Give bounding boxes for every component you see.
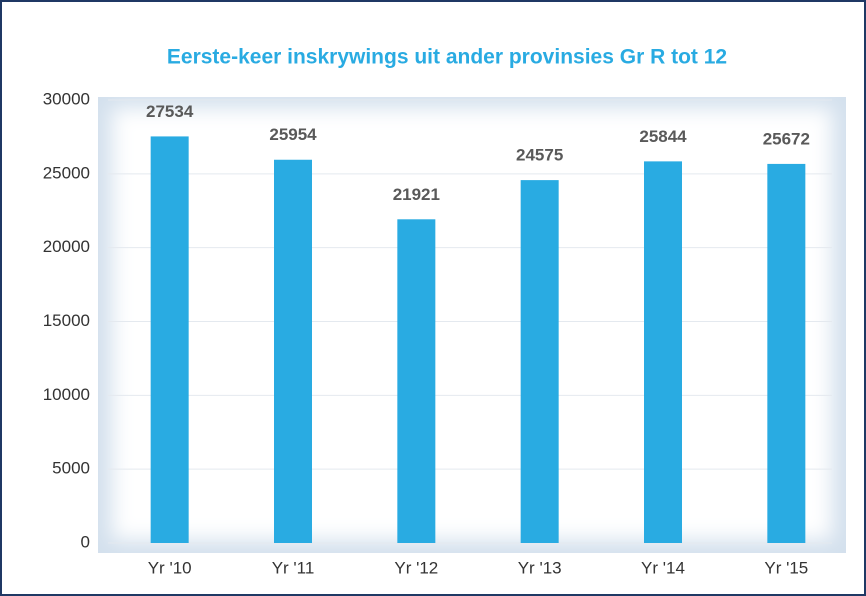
y-tick-label: 5000: [52, 459, 90, 478]
y-tick-label: 20000: [43, 237, 90, 256]
chart-title: Eerste-keer inskrywings uit ander provin…: [167, 46, 727, 69]
bar: [150, 136, 189, 543]
value-label: 24575: [516, 146, 563, 165]
bar: [520, 180, 559, 543]
y-tick-label: 25000: [43, 163, 90, 182]
bar: [397, 219, 436, 543]
x-tick-label: Yr '15: [764, 558, 808, 577]
x-tick-label: Yr '12: [394, 558, 438, 577]
x-tick-label: Yr '14: [641, 558, 685, 577]
y-tick-label: 10000: [43, 385, 90, 404]
value-label: 21921: [393, 185, 440, 204]
value-label: 25672: [763, 129, 810, 148]
value-label: 25844: [639, 127, 687, 146]
plot-background: [112, 108, 832, 540]
x-tick-label: Yr '11: [272, 558, 315, 577]
y-tick-label: 0: [81, 532, 90, 551]
y-tick-label: 30000: [43, 89, 90, 108]
y-tick-label: 15000: [43, 311, 90, 330]
x-tick-label: Yr '10: [148, 558, 192, 577]
value-label: 25954: [269, 125, 317, 144]
bar: [274, 159, 312, 544]
x-tick-label: Yr '13: [518, 558, 562, 577]
bar: [644, 161, 682, 543]
bar: [767, 163, 806, 543]
value-label: 27534: [146, 102, 194, 121]
